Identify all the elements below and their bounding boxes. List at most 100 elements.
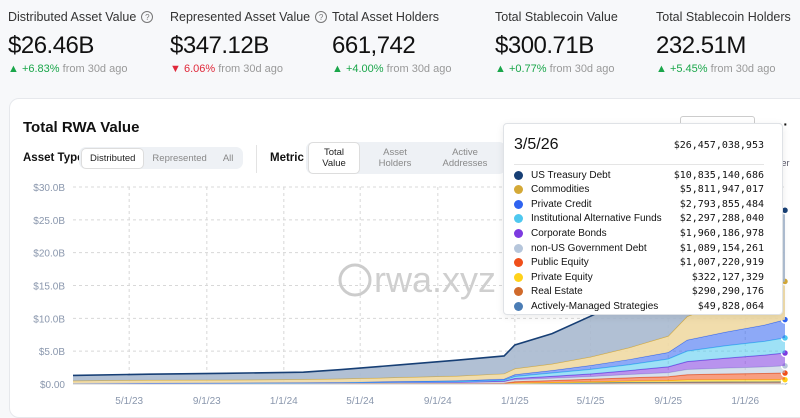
- stat-label: Represented Asset Value: [170, 10, 311, 24]
- y-tick-label: $15.0B: [33, 282, 65, 293]
- area-non-us-government-debt: [73, 365, 785, 384]
- x-tick-label: 9/1/24: [424, 396, 452, 407]
- series-dot-icon: [514, 199, 523, 209]
- stat-change: +0.77%: [508, 63, 547, 75]
- stat-value: 232.51M: [656, 32, 746, 59]
- series-name: non-US Government Debt: [531, 242, 647, 254]
- watermark-text: rwa.xyz: [374, 259, 496, 300]
- series-value: $1,007,220,919: [679, 257, 764, 269]
- stat-value: $347.12B: [170, 32, 269, 59]
- stat-label: Distributed Asset Value: [8, 10, 137, 24]
- series-dot-icon: [514, 272, 523, 282]
- series-name: Actively-Managed Strategies: [531, 300, 659, 312]
- series-name: Commodities: [531, 184, 590, 196]
- arrow-up-icon: ▲: [8, 63, 19, 75]
- stat-change-suffix: from 30d ago: [549, 63, 615, 75]
- chart-title: Total RWA Value: [23, 119, 140, 136]
- asset-type-toggle: Distributed Represented All: [79, 147, 244, 169]
- y-tick-label: $30.0B: [33, 183, 65, 194]
- arrow-up-icon: ▲: [495, 63, 506, 75]
- stat-value: $300.71B: [495, 32, 594, 59]
- series-dot-icon: [514, 287, 523, 297]
- stat-card: Distributed Asset Value? $26.46B ▲ +6.83…: [8, 9, 154, 75]
- series-name: Private Credit: [531, 198, 592, 210]
- chart-tooltip: 3/5/26 $26,457,038,953 US Treasury Debt $…: [503, 123, 783, 315]
- y-tick-label: $0.00: [40, 380, 65, 391]
- series-value: $2,793,855,484: [679, 198, 764, 210]
- series-value: $5,811,947,017: [679, 184, 764, 196]
- tooltip-date: 3/5/26: [514, 136, 559, 153]
- stat-label: Total Asset Holders: [332, 10, 439, 24]
- globe-icon: [338, 263, 372, 297]
- stat-card: Total Stablecoin Value $300.71B ▲ +0.77%…: [495, 9, 618, 75]
- stats-bar: Distributed Asset Value? $26.46B ▲ +6.83…: [0, 0, 800, 90]
- help-icon[interactable]: ?: [315, 11, 328, 23]
- stat-card: Represented Asset Value? $347.12B ▼ 6.06…: [170, 9, 328, 75]
- stat-card: Total Asset Holders 661,742 ▲ +4.00% fro…: [332, 9, 451, 75]
- metric-asset-holders[interactable]: Asset Holders: [378, 147, 412, 169]
- area-public-equity: [73, 373, 785, 384]
- stat-change: +4.00%: [345, 63, 384, 75]
- x-tick-label: 5/1/23: [115, 396, 143, 407]
- stat-label: Total Stablecoin Value: [495, 10, 618, 24]
- series-value: $1,960,186,978: [679, 227, 764, 239]
- tooltip-row: Commodities $5,811,947,017: [514, 183, 764, 197]
- arrow-up-icon: ▲: [656, 63, 667, 75]
- metric-total-value[interactable]: Total Value: [308, 142, 360, 174]
- x-tick-label: 5/1/24: [346, 396, 374, 407]
- series-name: Real Estate: [531, 286, 583, 298]
- metric-toggle: Total Value Asset Holders Active Address…: [306, 142, 506, 174]
- series-dot-icon: [514, 228, 523, 238]
- help-icon[interactable]: ?: [141, 11, 154, 23]
- tooltip-row: Private Credit $2,793,855,484: [514, 197, 764, 211]
- stat-change-suffix: from 30d ago: [710, 63, 776, 75]
- area-us-treasury-debt: [73, 210, 785, 381]
- x-tick-label: 1/1/24: [270, 396, 298, 407]
- tooltip-row: Public Equity $1,007,220,919: [514, 256, 764, 270]
- series-dot-icon: [514, 214, 523, 224]
- area-institutional-alternative-funds: [73, 337, 785, 384]
- stat-change-suffix: from 30d ago: [386, 63, 452, 75]
- series-name: Private Equity: [531, 271, 593, 283]
- metric-active-addresses[interactable]: Active Addresses: [442, 147, 488, 169]
- tooltip-row: Institutional Alternative Funds $2,297,28…: [514, 212, 764, 226]
- series-dot-icon: [514, 258, 523, 268]
- divider: [256, 145, 257, 173]
- series-dot-icon: [514, 243, 523, 253]
- stat-change-suffix: from 30d ago: [218, 63, 284, 75]
- series-value: $10,835,140,686: [673, 169, 764, 181]
- stat-label: Total Stablecoin Holders: [656, 10, 791, 24]
- y-tick-label: $20.0B: [33, 249, 65, 260]
- x-tick-label: 1/1/25: [501, 396, 529, 407]
- y-tick-label: $10.0B: [33, 314, 65, 325]
- series-value: $2,297,288,040: [679, 213, 764, 225]
- metric-label: Metric: [270, 152, 304, 164]
- asset-type-label: Asset Type: [23, 152, 84, 164]
- asset-type-represented[interactable]: Represented: [152, 152, 207, 164]
- series-value: $290,290,176: [691, 286, 764, 298]
- stat-change-suffix: from 30d ago: [62, 63, 128, 75]
- x-tick-label: 5/1/25: [577, 396, 605, 407]
- tooltip-row: Private Equity $322,127,329: [514, 270, 764, 284]
- tooltip-row: Corporate Bonds $1,960,186,978: [514, 226, 764, 240]
- tooltip-row: non-US Government Debt $1,089,154,261: [514, 241, 764, 255]
- rwa-area-chart[interactable]: $0.00 $5.0B $10.0B $15.0B $20.0B $25.0B $30.0B…: [0, 0, 800, 408]
- area-commodities: [73, 281, 785, 384]
- series-dot-icon: [514, 170, 523, 180]
- series-name: Institutional Alternative Funds: [531, 213, 662, 225]
- series-value: $49,828,064: [697, 300, 764, 312]
- series-name: Public Equity: [531, 257, 589, 269]
- y-tick-label: $25.0B: [33, 216, 65, 227]
- arrow-up-icon: ▲: [332, 63, 343, 75]
- asset-type-all[interactable]: All: [222, 152, 234, 164]
- tooltip-row: Real Estate $290,290,176: [514, 285, 764, 299]
- tooltip-total: $26,457,038,953: [673, 140, 764, 151]
- series-name: Corporate Bonds: [531, 227, 607, 239]
- series-dot-icon: [514, 185, 523, 195]
- stat-change: 6.06%: [183, 63, 216, 75]
- stat-change: +6.83%: [21, 63, 60, 75]
- tooltip-divider: [514, 164, 764, 165]
- asset-type-distributed[interactable]: Distributed: [81, 147, 145, 169]
- stat-value: $26.46B: [8, 32, 94, 59]
- tooltip-row: Actively-Managed Strategies $49,828,064: [514, 299, 764, 313]
